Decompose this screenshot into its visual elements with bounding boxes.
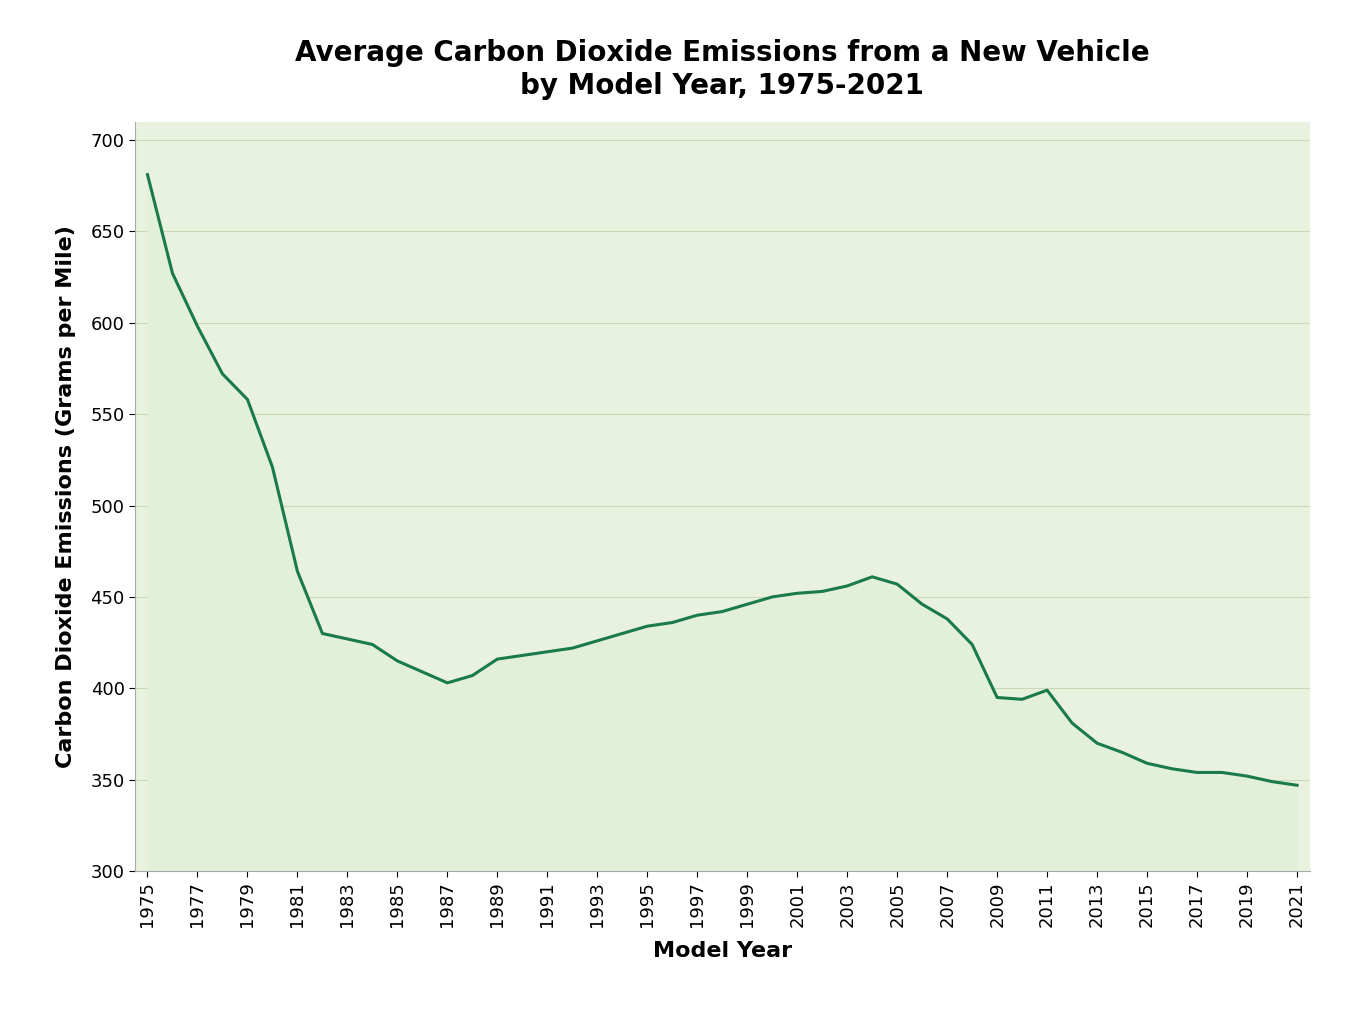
- Y-axis label: Carbon Dioxide Emissions (Grams per Mile): Carbon Dioxide Emissions (Grams per Mile…: [57, 225, 77, 768]
- Title: Average Carbon Dioxide Emissions from a New Vehicle
by Model Year, 1975-2021: Average Carbon Dioxide Emissions from a …: [294, 40, 1150, 100]
- X-axis label: Model Year: Model Year: [652, 941, 792, 961]
